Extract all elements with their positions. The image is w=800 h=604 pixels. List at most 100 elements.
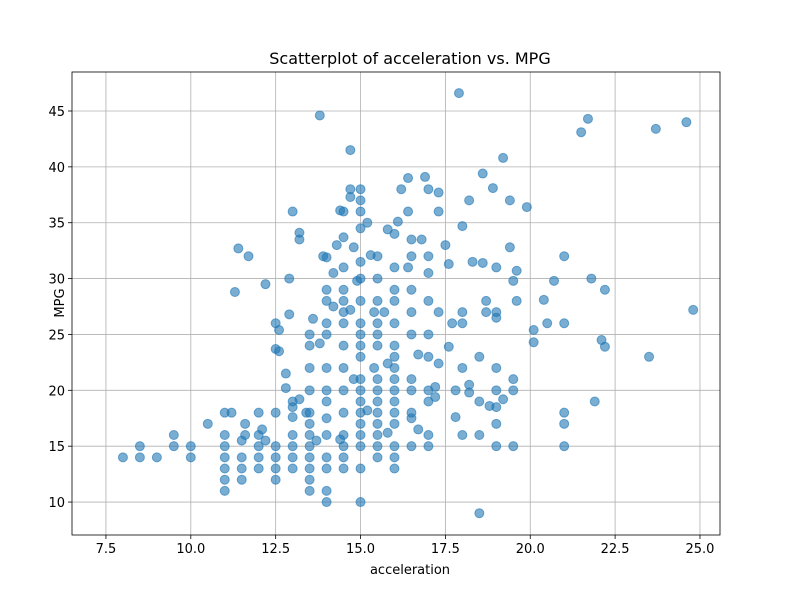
points	[117, 88, 699, 519]
point	[508, 385, 519, 396]
point	[528, 337, 539, 348]
point	[457, 362, 468, 373]
point	[260, 435, 271, 446]
point	[491, 441, 502, 452]
point	[260, 279, 271, 290]
point	[287, 206, 298, 217]
y-tick-label: 30	[48, 273, 65, 288]
point	[253, 407, 264, 418]
point	[338, 452, 349, 463]
point	[423, 267, 434, 278]
x-axis-label: acceleration	[370, 563, 450, 578]
point	[355, 463, 366, 474]
point	[403, 173, 414, 184]
point	[549, 275, 560, 286]
point	[338, 340, 349, 351]
axes: 7.5 10.0 12.5 15.0 17.5 20.0 22.5 25.0 10 15 20 25 3…	[48, 105, 714, 557]
point	[274, 324, 285, 335]
point	[389, 318, 400, 329]
point	[355, 184, 366, 195]
point	[308, 313, 319, 324]
point	[372, 340, 383, 351]
point	[457, 221, 468, 232]
point	[477, 257, 488, 268]
point	[413, 349, 424, 360]
point	[321, 413, 332, 424]
point	[406, 407, 417, 418]
point	[464, 195, 475, 206]
point	[491, 262, 502, 273]
point	[355, 351, 366, 362]
point	[447, 318, 458, 329]
point	[369, 307, 380, 318]
point	[389, 374, 400, 385]
point	[379, 307, 390, 318]
point	[491, 362, 502, 373]
point	[521, 202, 532, 213]
point	[321, 295, 332, 306]
point	[389, 463, 400, 474]
point	[389, 228, 400, 239]
point	[355, 374, 366, 385]
point	[345, 304, 356, 315]
x-tick-label: 22.5	[601, 542, 630, 557]
point	[294, 227, 305, 238]
point	[589, 396, 600, 407]
point	[372, 452, 383, 463]
point	[348, 242, 359, 253]
point	[240, 418, 251, 429]
point	[403, 262, 414, 273]
y-tick-label: 35	[48, 217, 65, 232]
point	[389, 284, 400, 295]
point	[559, 251, 570, 262]
point	[355, 497, 366, 508]
point	[433, 358, 444, 369]
point	[433, 307, 444, 318]
point	[491, 307, 502, 318]
point	[413, 424, 424, 435]
point	[528, 324, 539, 335]
point	[372, 374, 383, 385]
point	[440, 240, 451, 251]
point	[406, 385, 417, 396]
point	[453, 88, 464, 99]
point	[464, 387, 475, 398]
point	[236, 474, 247, 485]
point	[338, 262, 349, 273]
plot-frame	[71, 71, 721, 536]
point	[498, 152, 509, 163]
point	[355, 223, 366, 234]
point	[423, 441, 434, 452]
point	[511, 295, 522, 306]
point	[304, 474, 315, 485]
point	[420, 171, 431, 182]
point	[392, 216, 403, 227]
point	[355, 273, 366, 284]
point	[372, 273, 383, 284]
point	[467, 256, 478, 267]
point	[372, 430, 383, 441]
point	[644, 351, 655, 362]
point	[328, 301, 339, 312]
point	[650, 123, 661, 134]
point	[304, 485, 315, 496]
x-tick-label: 20.0	[516, 542, 545, 557]
point	[372, 251, 383, 262]
point	[338, 295, 349, 306]
point	[382, 358, 393, 369]
point	[389, 262, 400, 273]
point	[430, 392, 441, 403]
point	[321, 385, 332, 396]
point	[559, 318, 570, 329]
point	[294, 394, 305, 405]
point	[338, 385, 349, 396]
point	[287, 412, 298, 423]
point	[355, 256, 366, 267]
point	[345, 192, 356, 203]
point	[389, 295, 400, 306]
point	[304, 418, 315, 429]
point	[382, 427, 393, 438]
point	[270, 474, 281, 485]
point	[372, 385, 383, 396]
